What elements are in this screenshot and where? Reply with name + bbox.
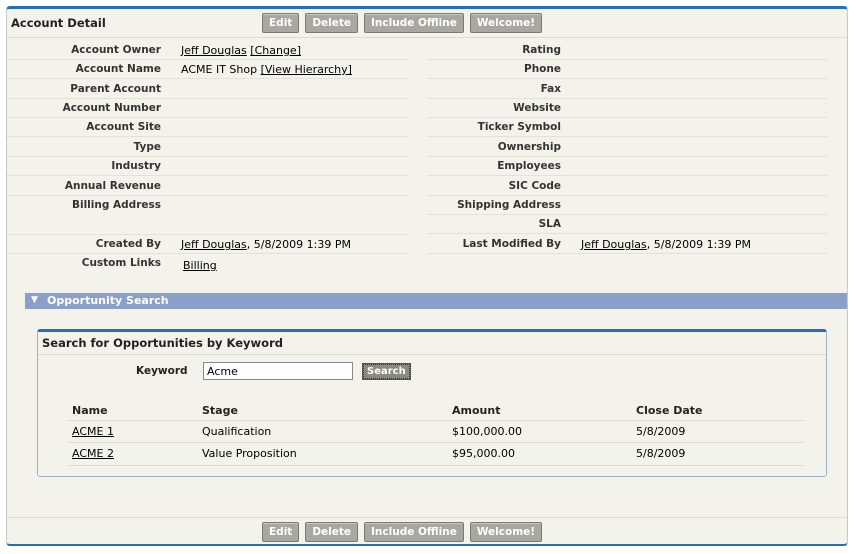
divider [38, 354, 826, 355]
amount-cell: $95,000.00 [452, 447, 515, 460]
field-row: Parent Account [7, 80, 409, 99]
field-label: Created By [95, 238, 161, 250]
table-row: ACME 2 Value Proposition $95,000.00 5/8/… [68, 443, 804, 466]
field-row: Ticker Symbol [427, 118, 827, 137]
delete-button[interactable]: Delete [305, 522, 359, 542]
field-value: Jeff Douglas [Change] [181, 44, 301, 57]
field-row-custom-links: Custom Links Billing [7, 254, 409, 273]
field-label: SLA [538, 218, 561, 230]
search-button[interactable]: Search [362, 363, 411, 380]
column-header-close-date: Close Date [636, 404, 703, 417]
amount-cell: $100,000.00 [452, 425, 522, 438]
created-date: , 5/8/2009 1:39 PM [246, 238, 351, 251]
field-label: Account Site [86, 121, 161, 133]
field-row: Account Site [7, 118, 409, 137]
field-label: Website [513, 102, 561, 114]
view-hierarchy-link[interactable]: [View Hierarchy] [260, 63, 352, 76]
section-title: Opportunity Search [47, 294, 169, 307]
field-label: Employees [497, 160, 561, 172]
field-row-account-name: Account Name ACME IT Shop [View Hierarch… [7, 60, 409, 79]
close-date-cell: 5/8/2009 [636, 447, 686, 460]
opportunity-name-link[interactable]: ACME 1 [72, 425, 114, 438]
field-row: Type [7, 138, 409, 157]
field-label: Account Name [75, 63, 161, 75]
field-row: Billing Address [7, 196, 409, 235]
field-label: Phone [524, 63, 561, 75]
table-row: ACME 1 Qualification $100,000.00 5/8/200… [68, 420, 804, 443]
field-value: Billing [183, 259, 217, 272]
search-box-title: Search for Opportunities by Keyword [42, 336, 283, 350]
column-header-name: Name [72, 404, 108, 417]
field-label: SIC Code [508, 180, 561, 192]
field-label: Custom Links [81, 257, 161, 269]
account-name-value: ACME IT Shop [181, 63, 258, 76]
account-detail-panel: Account Detail Edit Delete Include Offli… [6, 6, 848, 546]
field-row: Annual Revenue [7, 177, 409, 196]
field-label: Type [133, 141, 161, 153]
field-row: Phone [427, 60, 827, 79]
field-row: Website [427, 99, 827, 118]
field-value: Jeff Douglas, 5/8/2009 1:39 PM [581, 238, 751, 251]
field-label: Ticker Symbol [477, 121, 561, 133]
field-row: Ownership [427, 138, 827, 157]
close-date-cell: 5/8/2009 [636, 425, 686, 438]
field-row-account-owner: Account Owner Jeff Douglas [Change] [7, 41, 409, 60]
billing-link[interactable]: Billing [183, 259, 217, 272]
last-modified-by-link[interactable]: Jeff Douglas [581, 238, 647, 251]
field-row: Fax [427, 80, 827, 99]
opportunity-search-section-header[interactable]: ▼ Opportunity Search [25, 293, 847, 309]
column-header-amount: Amount [452, 404, 501, 417]
column-header-stage: Stage [202, 404, 238, 417]
field-label: Shipping Address [457, 199, 561, 211]
modified-date: , 5/8/2009 1:39 PM [646, 238, 751, 251]
edit-button[interactable]: Edit [262, 522, 300, 542]
field-row-created-by: Created By Jeff Douglas, 5/8/2009 1:39 P… [7, 235, 409, 254]
field-label: Account Owner [71, 44, 161, 56]
created-by-link[interactable]: Jeff Douglas [181, 238, 247, 251]
welcome-button[interactable]: Welcome! [469, 13, 543, 33]
field-row: Industry [7, 157, 409, 176]
keyword-label: Keyword [136, 365, 188, 377]
field-label: Industry [111, 160, 161, 172]
opportunity-name-link[interactable]: ACME 2 [72, 447, 114, 460]
field-label: Billing Address [71, 199, 161, 211]
bottom-divider [7, 517, 847, 518]
field-value: Jeff Douglas, 5/8/2009 1:39 PM [181, 238, 351, 251]
field-row: Employees [427, 157, 827, 176]
collapse-triangle-icon[interactable]: ▼ [31, 295, 38, 305]
field-label: Last Modified By [462, 238, 561, 250]
stage-cell: Value Proposition [202, 447, 297, 460]
page-title: Account Detail [11, 16, 106, 30]
bottom-button-row: Edit Delete Include Offline Welcome! [262, 522, 543, 542]
field-label: Parent Account [70, 83, 161, 95]
field-label: Annual Revenue [64, 180, 161, 192]
welcome-button[interactable]: Welcome! [469, 522, 543, 542]
field-label: Fax [540, 83, 561, 95]
keyword-input[interactable] [203, 362, 353, 380]
field-row-last-modified: Last Modified By Jeff Douglas, 5/8/2009 … [427, 235, 827, 254]
field-row: SIC Code [427, 177, 827, 196]
detail-header: Account Detail Edit Delete Include Offli… [7, 9, 847, 38]
field-row: SLA [427, 215, 827, 234]
include-offline-button[interactable]: Include Offline [364, 13, 464, 33]
edit-button[interactable]: Edit [262, 13, 300, 33]
field-label: Ownership [497, 141, 561, 153]
field-row: Rating [427, 41, 827, 60]
delete-button[interactable]: Delete [305, 13, 359, 33]
change-owner-link[interactable]: [Change] [250, 44, 301, 57]
field-label: Rating [522, 44, 561, 56]
opportunity-search-box: Search for Opportunities by Keyword Keyw… [37, 329, 827, 477]
field-value: ACME IT Shop [View Hierarchy] [181, 63, 352, 76]
account-owner-link[interactable]: Jeff Douglas [181, 44, 247, 57]
top-button-row: Edit Delete Include Offline Welcome! [262, 13, 543, 33]
field-label: Account Number [62, 102, 161, 114]
field-row: Shipping Address [427, 196, 827, 215]
stage-cell: Qualification [202, 425, 272, 438]
include-offline-button[interactable]: Include Offline [364, 522, 464, 542]
field-row: Account Number [7, 99, 409, 118]
